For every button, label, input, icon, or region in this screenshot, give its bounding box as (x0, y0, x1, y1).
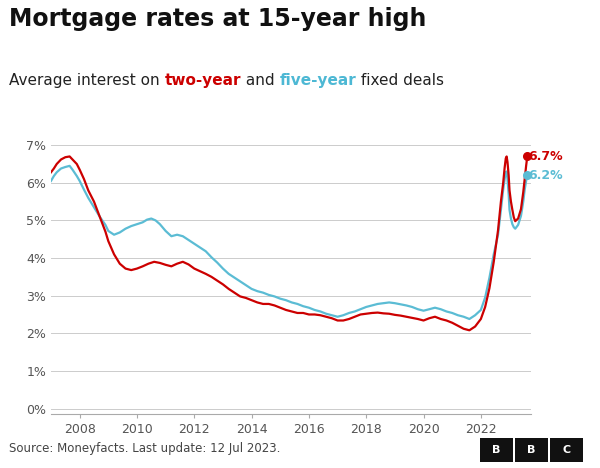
Text: 6.2%: 6.2% (529, 169, 563, 182)
Text: Mortgage rates at 15-year high: Mortgage rates at 15-year high (9, 7, 427, 31)
Text: Average interest on: Average interest on (9, 73, 164, 88)
Text: two-year: two-year (164, 73, 241, 88)
Text: and: and (241, 73, 280, 88)
Text: 6.7%: 6.7% (529, 150, 563, 163)
Text: Source: Moneyfacts. Last update: 12 Jul 2023.: Source: Moneyfacts. Last update: 12 Jul … (9, 442, 280, 455)
Text: fixed deals: fixed deals (356, 73, 444, 88)
Text: five-year: five-year (280, 73, 356, 88)
Text: B: B (527, 445, 535, 455)
Text: C: C (562, 445, 570, 455)
Text: B: B (493, 445, 500, 455)
